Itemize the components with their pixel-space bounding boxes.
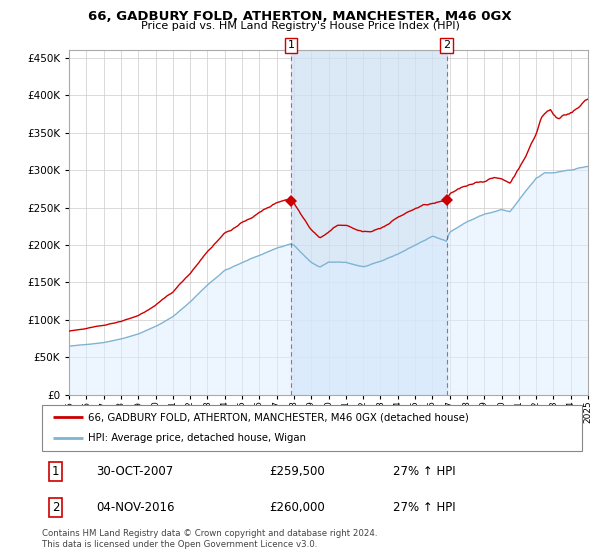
Text: £260,000: £260,000 bbox=[269, 501, 325, 514]
Text: 04-NOV-2016: 04-NOV-2016 bbox=[96, 501, 175, 514]
Text: £259,500: £259,500 bbox=[269, 465, 325, 478]
Text: 2: 2 bbox=[443, 40, 450, 50]
Text: HPI: Average price, detached house, Wigan: HPI: Average price, detached house, Wiga… bbox=[88, 433, 306, 444]
Text: 27% ↑ HPI: 27% ↑ HPI bbox=[393, 465, 455, 478]
Bar bbox=[291, 50, 447, 395]
Text: 1: 1 bbox=[52, 465, 59, 478]
Text: 1: 1 bbox=[287, 40, 295, 50]
Text: 30-OCT-2007: 30-OCT-2007 bbox=[96, 465, 173, 478]
FancyBboxPatch shape bbox=[42, 405, 582, 451]
Text: Price paid vs. HM Land Registry's House Price Index (HPI): Price paid vs. HM Land Registry's House … bbox=[140, 21, 460, 31]
Text: 66, GADBURY FOLD, ATHERTON, MANCHESTER, M46 0GX: 66, GADBURY FOLD, ATHERTON, MANCHESTER, … bbox=[88, 10, 512, 23]
Text: 66, GADBURY FOLD, ATHERTON, MANCHESTER, M46 0GX (detached house): 66, GADBURY FOLD, ATHERTON, MANCHESTER, … bbox=[88, 412, 469, 422]
Text: 27% ↑ HPI: 27% ↑ HPI bbox=[393, 501, 455, 514]
Text: 2: 2 bbox=[52, 501, 59, 514]
Text: Contains HM Land Registry data © Crown copyright and database right 2024.
This d: Contains HM Land Registry data © Crown c… bbox=[42, 529, 377, 549]
